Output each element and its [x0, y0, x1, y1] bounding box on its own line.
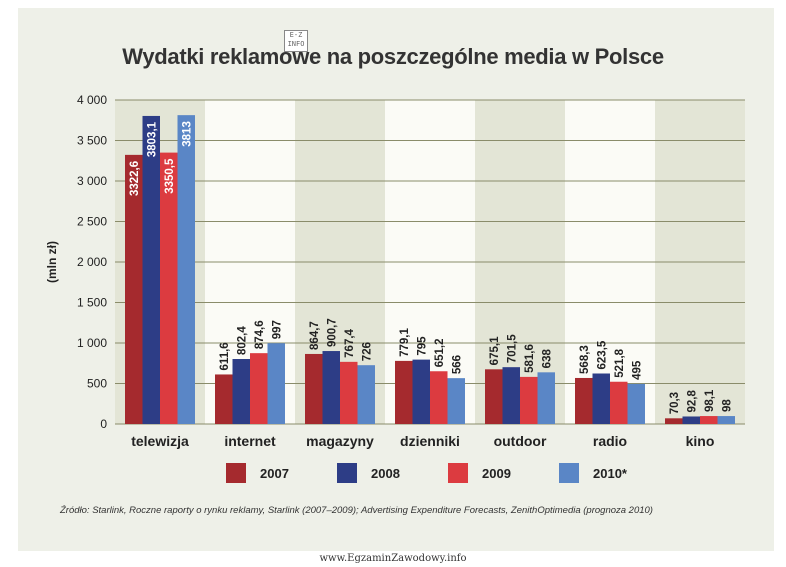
data-label: 495 — [631, 360, 643, 380]
data-label: 900,7 — [326, 318, 338, 347]
bar-internet-2008 — [232, 359, 250, 424]
bar-radio-2010 — [627, 383, 645, 424]
bar-kino-2009 — [700, 416, 718, 424]
y-tick-label: 3 000 — [77, 174, 107, 188]
bar-outdoor-2008 — [502, 367, 520, 424]
x-tick-label: dzienniki — [400, 433, 460, 449]
x-tick-label: kino — [686, 433, 715, 449]
data-label: 623,5 — [596, 340, 608, 369]
legend-label-2007: 2007 — [260, 465, 289, 481]
data-label: 997 — [271, 320, 283, 339]
legend-swatch-2007 — [226, 463, 246, 483]
bar-dzienniki-2010 — [447, 378, 465, 424]
x-tick-label: radio — [593, 433, 627, 449]
y-axis-label: (mln zł) — [45, 241, 59, 283]
bar-internet-2007 — [215, 374, 233, 424]
y-tick-label: 2 000 — [77, 255, 107, 269]
x-tick-label: magazyny — [306, 433, 374, 449]
x-tick-label: telewizja — [131, 433, 189, 449]
bar-radio-2009 — [610, 381, 628, 424]
legend-item-2007: 2007 — [226, 460, 289, 486]
x-tick-label: outdoor — [494, 433, 547, 449]
bar-kino-2007 — [665, 418, 683, 424]
bar-internet-2009 — [250, 353, 268, 424]
data-label: 92,8 — [686, 389, 698, 412]
bar-outdoor-2010 — [537, 372, 555, 424]
data-label: 767,4 — [344, 328, 356, 357]
logo-icon: E-Z INFO — [284, 30, 308, 52]
data-label: 864,7 — [309, 321, 321, 350]
bar-telewizja-2009 — [160, 152, 178, 424]
bar-outdoor-2009 — [520, 376, 538, 424]
data-label: 581,6 — [524, 344, 536, 373]
bar-magazyny-2009 — [340, 361, 358, 424]
legend-item-2008: 2008 — [337, 460, 400, 486]
bar-dzienniki-2009 — [430, 371, 448, 424]
data-label: 98 — [721, 399, 733, 412]
data-label: 3350,5 — [164, 158, 176, 194]
data-label: 795 — [416, 336, 428, 356]
bar-internet-2010 — [267, 343, 285, 424]
y-tick-label: 1 000 — [77, 336, 107, 350]
data-label: 568,3 — [579, 345, 591, 374]
legend-swatch-2008 — [337, 463, 357, 483]
bar-telewizja-2010 — [177, 115, 195, 424]
data-label: 638 — [541, 349, 553, 369]
data-label: 3803,1 — [146, 121, 158, 157]
data-label: 874,6 — [254, 320, 266, 349]
bar-telewizja-2008 — [142, 115, 160, 424]
y-tick-label: 4 000 — [77, 93, 107, 107]
y-tick-label: 0 — [100, 417, 107, 431]
data-label: 651,2 — [434, 338, 446, 367]
legend-label-2008: 2008 — [371, 465, 400, 481]
bar-telewizja-2007 — [125, 154, 143, 425]
x-tick-label: internet — [224, 433, 276, 449]
bar-magazyny-2010 — [357, 365, 375, 424]
y-tick-label: 2 500 — [77, 215, 107, 229]
bar-radio-2007 — [575, 377, 593, 424]
data-label: 701,5 — [506, 334, 518, 363]
data-label: 3813 — [181, 121, 193, 147]
bar-kino-2010 — [717, 416, 735, 424]
data-label: 802,4 — [236, 326, 248, 355]
bar-magazyny-2007 — [305, 353, 323, 424]
data-label: 611,6 — [219, 342, 231, 370]
bar-dzienniki-2008 — [412, 359, 430, 424]
y-tick-label: 1 500 — [77, 296, 107, 310]
source-note: Źródło: Starlink, Roczne raporty o rynku… — [60, 505, 653, 516]
legend-swatch-2010 — [559, 463, 579, 483]
data-label: 566 — [451, 355, 463, 374]
legend-swatch-2009 — [448, 463, 468, 483]
bar-kino-2008 — [682, 416, 700, 424]
chart-title: Wydatki reklamowe na poszczególne media … — [122, 44, 664, 69]
data-label: 779,1 — [399, 328, 411, 357]
data-label: 521,8 — [614, 348, 626, 377]
data-label: 726 — [361, 342, 373, 361]
data-label: 3322,6 — [129, 161, 141, 196]
legend-label-2010: 2010* — [593, 465, 627, 481]
bar-dzienniki-2007 — [395, 360, 413, 424]
watermark-text: www.EgzaminZawodowy.info — [319, 553, 467, 564]
bar-magazyny-2008 — [322, 351, 340, 424]
bar-radio-2008 — [592, 373, 610, 424]
legend-label-2009: 2009 — [482, 465, 511, 481]
data-label: 675,1 — [489, 336, 501, 365]
legend-item-2009: 2009 — [448, 460, 511, 486]
y-tick-label: 3 500 — [77, 134, 107, 148]
data-label: 70,3 — [669, 392, 681, 414]
legend-item-2010: 2010* — [559, 460, 627, 486]
bar-outdoor-2007 — [485, 369, 503, 424]
data-label: 98,1 — [704, 389, 716, 412]
y-tick-label: 500 — [87, 377, 107, 391]
